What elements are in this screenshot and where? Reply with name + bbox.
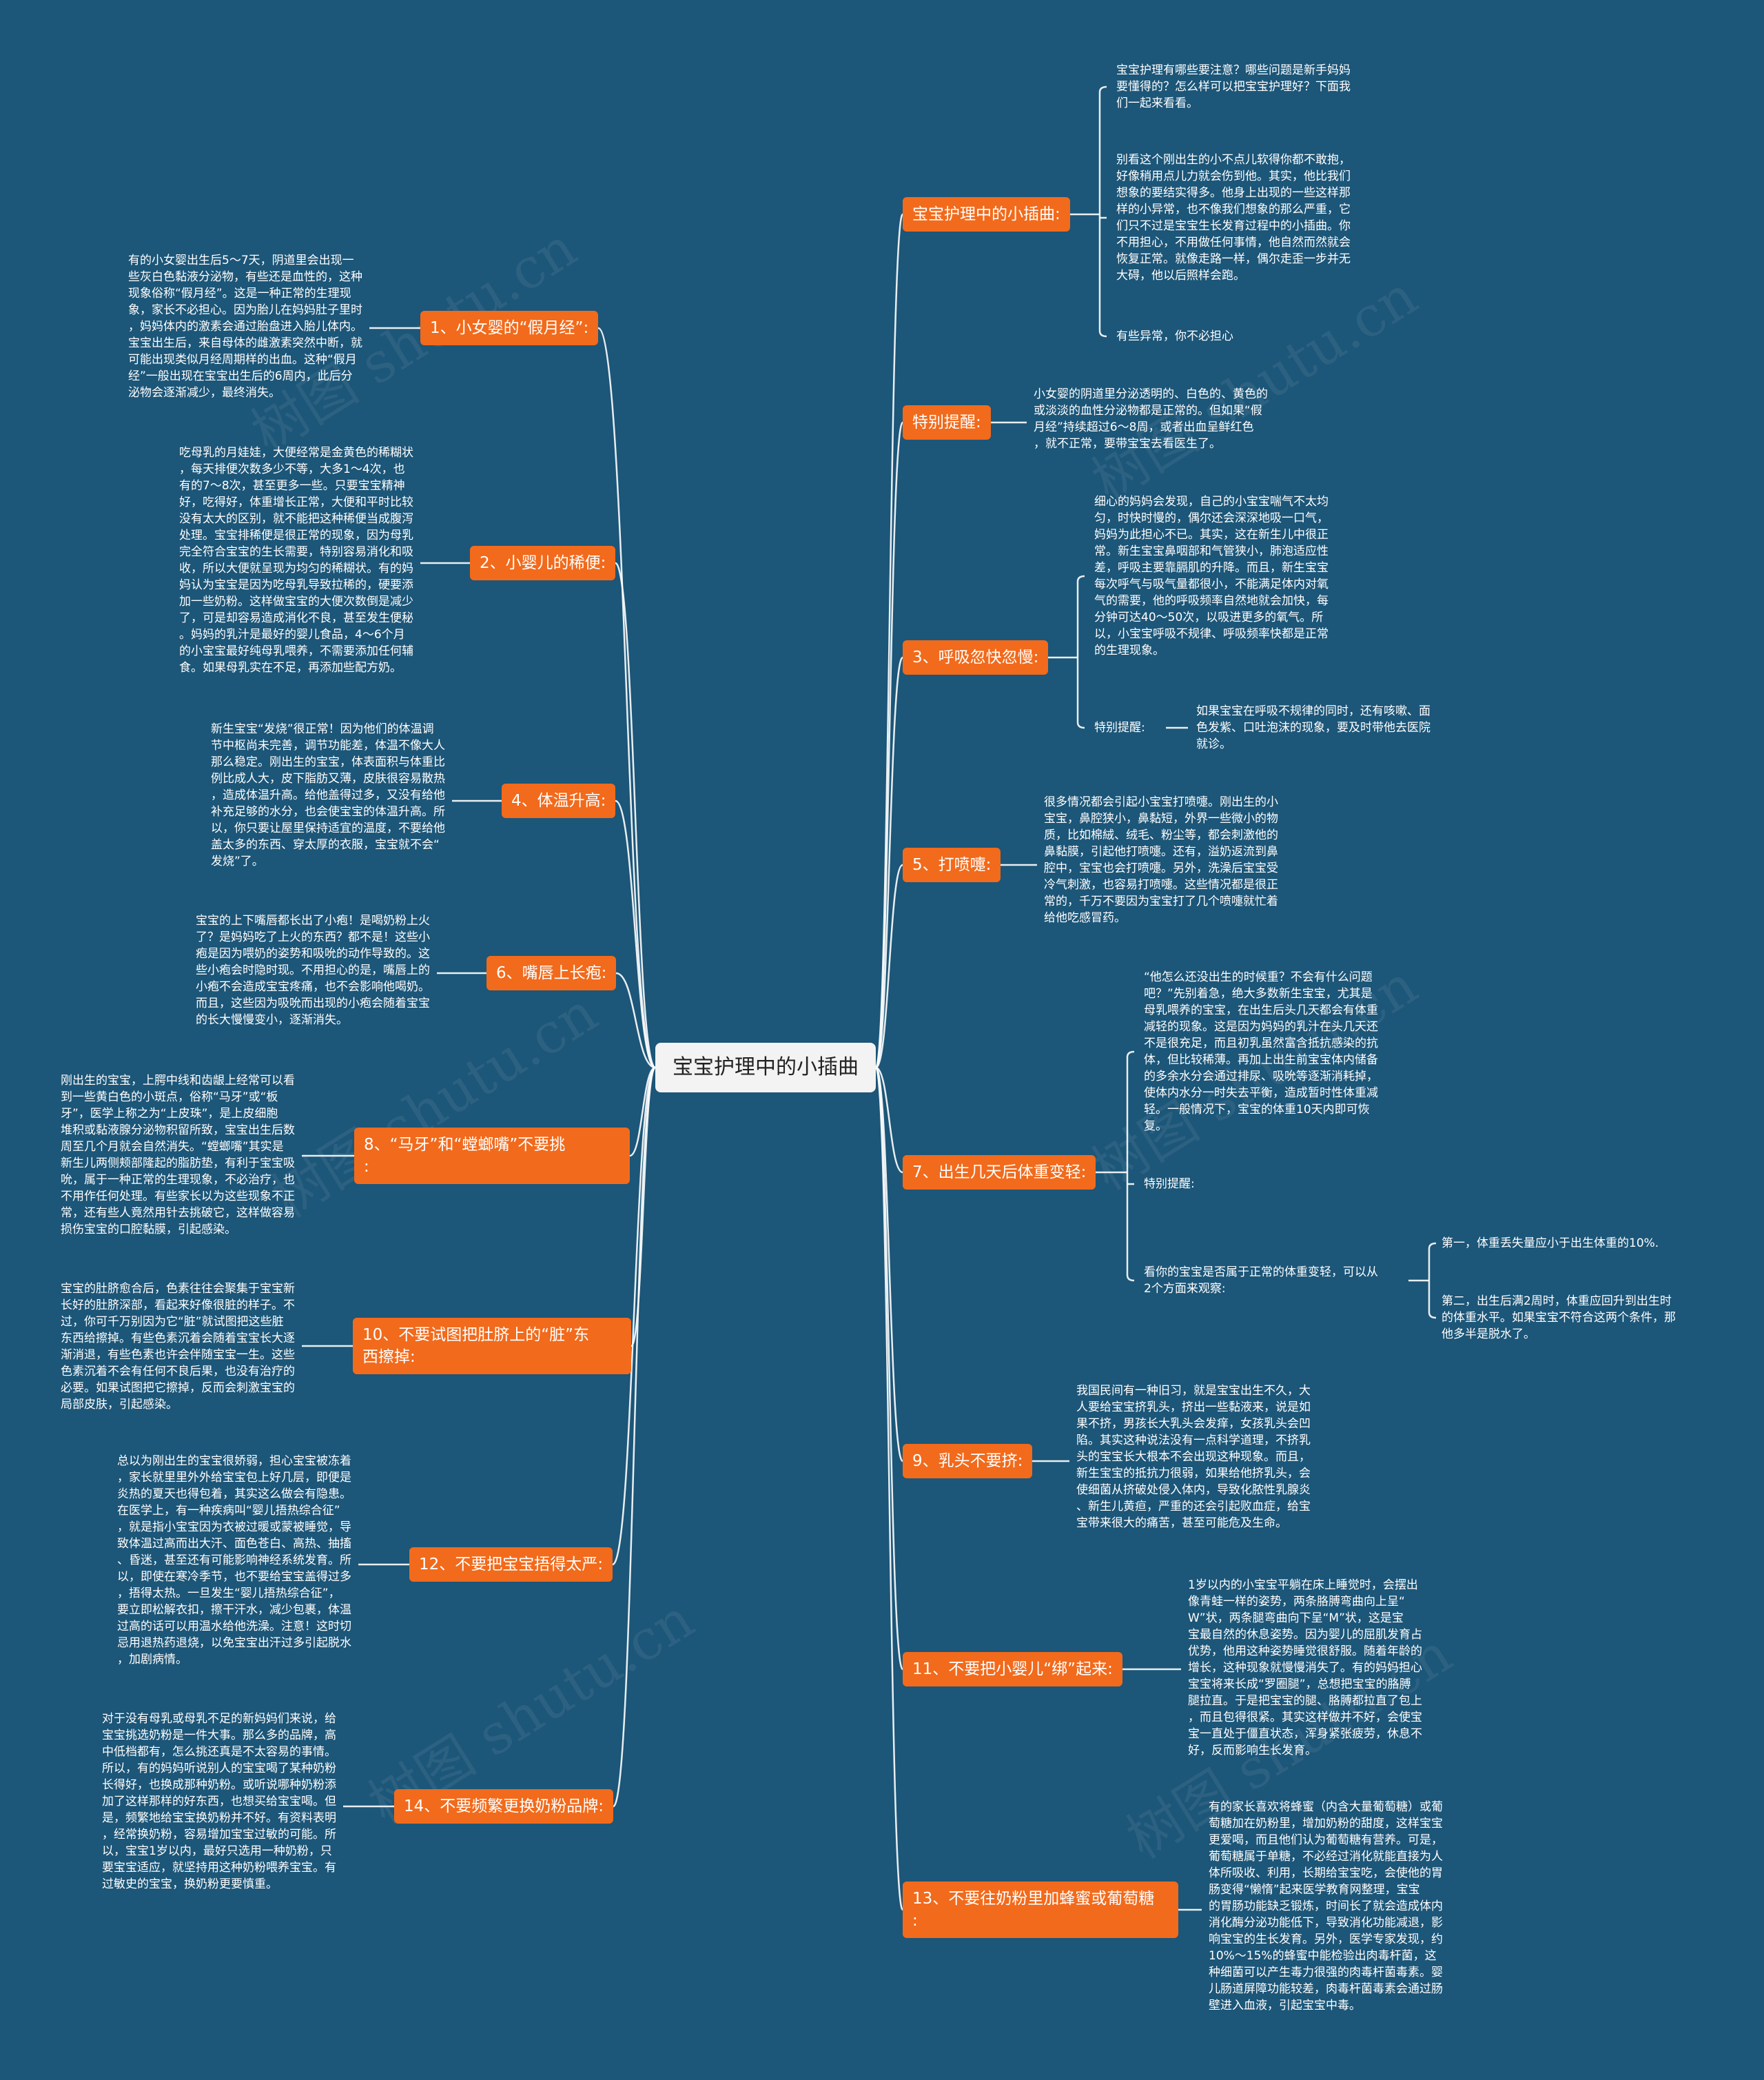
- note-right-4: “他怎么还没出生的时候重？不会有什么问题 吧？”先别着急，绝大多数新生宝宝，尤其…: [1144, 970, 1378, 1133]
- topic-right-3[interactable]: 5、打喷嚏:: [903, 848, 1001, 882]
- topic-left-3[interactable]: 6、嘴唇上长疱:: [486, 956, 617, 990]
- topic-left-5[interactable]: 10、不要试图把肚脐上的“脏”东 西擦掉:: [353, 1318, 631, 1374]
- topic-left-2[interactable]: 4、体温升高:: [502, 784, 616, 818]
- topic-left-6[interactable]: 12、不要把宝宝捂得太严:: [409, 1547, 613, 1582]
- topic-left-4[interactable]: 8、“马牙”和“螳螂嘴”不要挑 :: [354, 1128, 630, 1184]
- topic-right-6[interactable]: 11、不要把小婴儿“绑”起来:: [903, 1652, 1122, 1686]
- note-left-6: 总以为刚出生的宝宝很娇弱，担心宝宝被冻着 ，家长就里里外外给宝宝包上好几层，即便…: [117, 1454, 351, 1666]
- note-left-2: 新生宝宝“发烧”很正常！因为他们的体温调 节中枢尚未完善，调节功能差，体温不像大…: [211, 722, 445, 868]
- sub-label-right-4: 特别提醒:: [1144, 1177, 1195, 1191]
- note-left-4: 刚出生的宝宝，上腭中线和齿龈上经常可以看 到一些黄白色的小斑点，俗称“马牙”或“…: [61, 1074, 295, 1236]
- note-right-0-2: 有些异常，你不必担心: [1116, 329, 1233, 343]
- note-right-0-0: 宝宝护理有哪些要注意？哪些问题是新手妈妈 要懂得的？怎么样可以把宝宝护理好？下面…: [1116, 63, 1351, 110]
- topic-right-2[interactable]: 3、呼吸忽快忽慢:: [903, 640, 1049, 675]
- topic-right-4[interactable]: 7、出生几天后体重变轻:: [903, 1155, 1096, 1190]
- topic-left-0[interactable]: 1、小女婴的“假月经”:: [420, 311, 599, 345]
- topic-right-1[interactable]: 特别提醒:: [903, 405, 991, 440]
- note-left-1: 吃母乳的月娃娃，大便经常是金黄色的稀糊状 ，每天排便次数多少不等，大多1～4次，…: [179, 446, 413, 675]
- note-right-6: 1岁以内的小宝宝平躺在床上睡觉时，会摆出 像青蛙一样的姿势，两条胳膊弯曲向上呈“…: [1188, 1578, 1422, 1757]
- note-left-5: 宝宝的肚脐愈合后，色素往往会聚集于宝宝新 长好的肚脐深部，看起来好像很脏的样子。…: [61, 1282, 295, 1411]
- note-right-0-1: 别看这个刚出生的小不点儿软得你都不敢抱， 好像稍用点儿力就会伤到他。其实，他比我…: [1116, 153, 1351, 283]
- topic-right-0[interactable]: 宝宝护理中的小插曲:: [903, 197, 1070, 232]
- sub2-item-right-4-1: 第二，出生后满2周时，体重应回升到出生时 的体重水平。如果宝宝不符合这两个条件，…: [1442, 1294, 1676, 1341]
- sub2-label-right-4: 看你的宝宝是否属于正常的体重变轻，可以从 2个方面来观察:: [1144, 1265, 1378, 1296]
- note-right-1: 小女婴的阴道里分泌透明的、白色的、黄色的 或淡淡的血性分泌物都是正常的。但如果“…: [1034, 387, 1268, 451]
- topic-left-1[interactable]: 2、小婴儿的稀便:: [470, 546, 616, 580]
- note-left-0: 有的小女婴出生后5～7天，阴道里会出现一 些灰白色黏液分泌物，有些还是血性的，这…: [128, 254, 362, 400]
- topic-right-5[interactable]: 9、乳头不要挤:: [903, 1444, 1033, 1478]
- root-topic[interactable]: 宝宝护理中的小插曲: [655, 1043, 876, 1092]
- note-left-3: 宝宝的上下嘴唇都长出了小疱！是喝奶粉上火 了？是妈妈吃了上火的东西？都不是！这些…: [196, 914, 430, 1027]
- sub-label-right-2: 特别提醒:: [1094, 721, 1145, 735]
- note-left-7: 对于没有母乳或母乳不足的新妈妈们来说，给 宝宝挑选奶粉是一件大事。那么多的品牌，…: [102, 1712, 336, 1891]
- note-right-3: 很多情况都会引起小宝宝打喷嚏。刚出生的小 宝宝，鼻腔狭小，鼻黏短，外界一些微小的…: [1044, 795, 1278, 925]
- topic-right-7[interactable]: 13、不要往奶粉里加蜂蜜或葡萄糖 :: [903, 1882, 1178, 1938]
- note-right-5: 我国民间有一种旧习，就是宝宝出生不久，大 人要给宝宝挤乳头，挤出一些黏液来，说是…: [1076, 1384, 1311, 1530]
- sub-note-right-2: 如果宝宝在呼吸不规律的同时，还有咳嗽、面 色发紫、口吐泡沫的现象，要及时带他去医…: [1196, 704, 1430, 751]
- note-right-2: 细心的妈妈会发现，自己的小宝宝喘气不太均 匀，时快时慢的，偶尔还会深深地吸一口气…: [1094, 495, 1329, 657]
- sub2-item-right-4-0: 第一，体重丢失量应小于出生体重的10%.: [1442, 1236, 1659, 1250]
- note-right-7: 有的家长喜欢将蜂蜜（内含大量葡萄糖）或葡 萄糖加在奶粉里，增加奶粉的甜度，这样宝…: [1209, 1800, 1443, 2012]
- topic-left-7[interactable]: 14、不要频繁更换奶粉品牌:: [394, 1789, 614, 1824]
